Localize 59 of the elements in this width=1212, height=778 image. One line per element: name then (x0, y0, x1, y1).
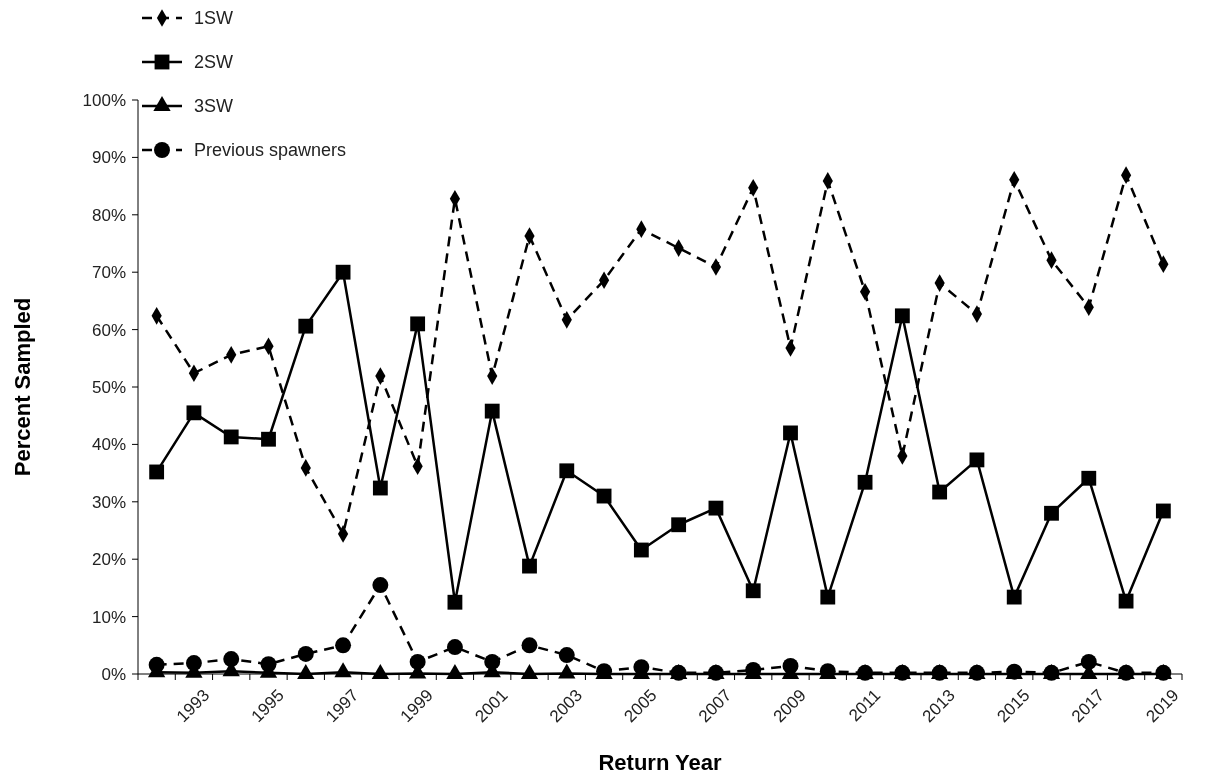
y-tick-label: 0% (101, 664, 126, 684)
point (297, 645, 314, 662)
point (484, 653, 501, 670)
point (894, 308, 910, 324)
point (522, 558, 537, 574)
point (223, 429, 239, 445)
point (260, 656, 277, 673)
point (1044, 505, 1059, 521)
point (969, 452, 985, 468)
y-tick-label: 60% (91, 320, 126, 340)
point (298, 318, 314, 334)
point (148, 656, 165, 673)
point (410, 316, 426, 332)
point (1006, 589, 1022, 605)
point (409, 653, 426, 670)
point (633, 542, 649, 558)
point (671, 517, 687, 533)
point (372, 480, 388, 496)
point (334, 662, 352, 678)
point (820, 589, 836, 605)
point (745, 583, 761, 599)
point (558, 647, 575, 664)
y-tick-label: 70% (91, 263, 126, 283)
legend-label: Previous spawners (194, 140, 347, 161)
point (708, 500, 724, 516)
point (783, 425, 798, 441)
point (186, 405, 202, 421)
y-tick-label: 30% (91, 492, 126, 512)
y-tick-label: 10% (91, 607, 126, 627)
legend-label: 2SW (194, 52, 234, 73)
y-tick-label: 40% (91, 435, 126, 455)
point (372, 577, 389, 593)
point (857, 474, 873, 490)
point (1118, 593, 1134, 609)
y-tick-label: 80% (91, 205, 126, 225)
point (1080, 653, 1097, 670)
point (446, 639, 463, 655)
point (447, 594, 463, 610)
point (223, 651, 240, 668)
point (559, 463, 575, 479)
point (185, 655, 202, 672)
point (335, 637, 352, 654)
point (484, 403, 500, 419)
point (1081, 470, 1097, 486)
y-axis-title: Percent Sampled (10, 297, 35, 477)
point (261, 431, 276, 447)
legend-label: 3SW (194, 96, 234, 117)
y-tick-label: 90% (91, 148, 126, 168)
y-tick-label: 50% (91, 377, 126, 397)
point (932, 484, 948, 500)
y-tick-label: 20% (91, 550, 126, 570)
point (521, 637, 538, 654)
point (1155, 503, 1171, 519)
y-tick-label: 100% (82, 90, 126, 110)
point (149, 464, 165, 480)
point (782, 658, 799, 674)
x-axis-title: Return Year (598, 750, 722, 775)
legend-label: 1SW (194, 8, 234, 29)
point (335, 264, 351, 280)
